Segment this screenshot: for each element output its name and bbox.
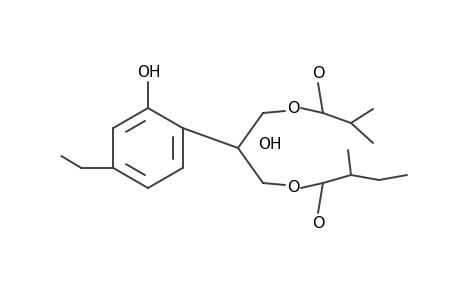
Text: OH: OH bbox=[257, 136, 281, 152]
Text: O: O bbox=[286, 100, 299, 116]
Text: OH: OH bbox=[137, 64, 160, 80]
Text: O: O bbox=[311, 215, 324, 230]
Text: O: O bbox=[311, 65, 324, 80]
Text: O: O bbox=[286, 181, 299, 196]
